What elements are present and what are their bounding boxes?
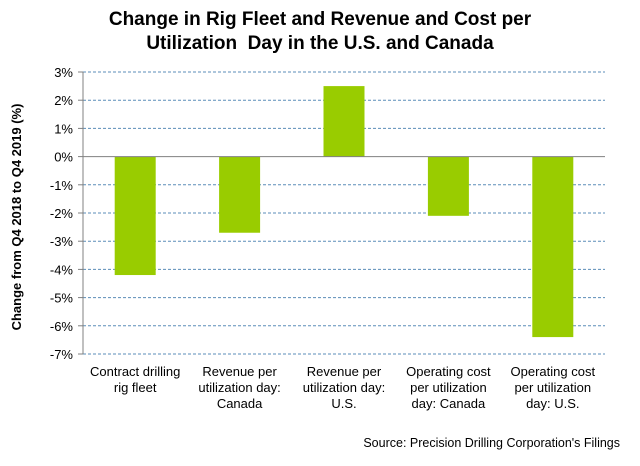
axes [82, 72, 605, 354]
x-category-label-line: rig fleet [114, 380, 157, 395]
x-category-label-line: Revenue per [307, 364, 382, 379]
bar [219, 156, 261, 233]
bar [114, 156, 156, 276]
y-axis-ticks: 3% 2% 1% 0% -1% -2% -3% -4% -5% -6% -7% [50, 65, 83, 362]
y-tick-label: 1% [54, 121, 73, 136]
y-tick-label: -1% [50, 178, 74, 193]
y-tick-label: -6% [50, 319, 74, 334]
chart-title-line-2: Utilization Day in the U.S. and Canada [146, 33, 494, 54]
bar [532, 156, 574, 338]
y-axis-title: Change from Q4 2018 to Q4 2019 (%) [9, 104, 24, 331]
bar [323, 86, 365, 157]
y-tick-label: -7% [50, 347, 74, 362]
x-category-label: Revenue per utilization day: U.S. [303, 364, 385, 411]
x-category-label-line: Contract drilling [90, 364, 180, 379]
x-category-label-line: day: U.S. [526, 396, 579, 411]
x-category-label-line: U.S. [331, 396, 356, 411]
bars [114, 86, 574, 338]
x-category-label-line: Operating cost [511, 364, 596, 379]
x-category-label-line: utilization day: [303, 380, 385, 395]
x-category-label: Operating cost per utilization day: Canada [406, 364, 491, 411]
x-category-label: Operating cost per utilization day: U.S. [511, 364, 596, 411]
x-category-label-line: per utilization [514, 380, 591, 395]
x-category-label: Revenue per utilization day: Canada [198, 364, 280, 411]
x-category-label-line: per utilization [410, 380, 487, 395]
source-note: Source: Precision Drilling Corporation's… [363, 436, 620, 450]
y-tick-label: -5% [50, 291, 74, 306]
y-tick-label: 0% [54, 150, 73, 165]
chart-title-line-1: Change in Rig Fleet and Revenue and Cost… [108, 9, 532, 30]
y-tick-label: -3% [50, 234, 74, 249]
gridlines [83, 71, 605, 355]
y-tick-label: 3% [54, 65, 73, 80]
y-tick-label: -4% [50, 262, 74, 277]
y-tick-label: -2% [50, 206, 74, 221]
y-tick-label: 2% [54, 93, 73, 108]
x-category-label-line: utilization day: [198, 380, 280, 395]
bar [427, 156, 469, 216]
x-category-label-line: Revenue per [202, 364, 277, 379]
x-category-label-line: day: Canada [412, 396, 486, 411]
x-category-label-line: Operating cost [406, 364, 491, 379]
x-category-label: Contract drilling rig fleet [90, 364, 180, 395]
chart-title: Change in Rig Fleet and Revenue and Cost… [0, 8, 640, 56]
x-category-label-line: Canada [217, 396, 263, 411]
